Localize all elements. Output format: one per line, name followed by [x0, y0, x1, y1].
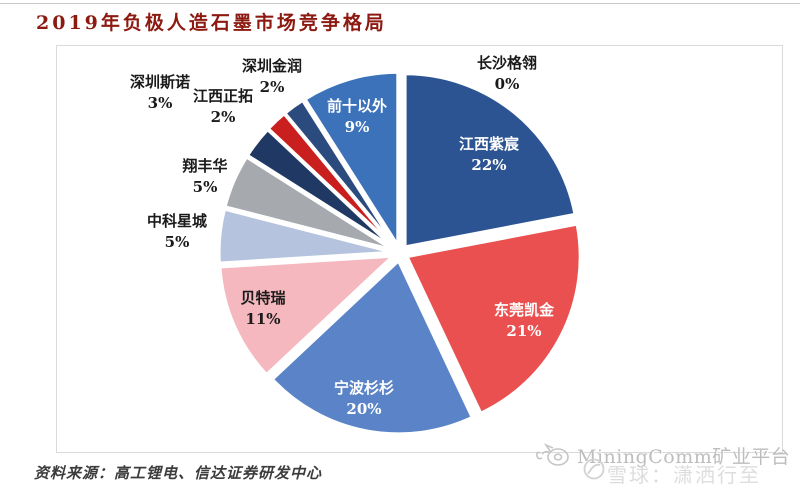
pie-label-name: 江西紫宸: [458, 135, 520, 153]
pie-label-dongguan-kaijin: 东莞凯金 21%: [494, 300, 554, 342]
pie-label-percent: 22%: [471, 156, 507, 174]
pie-slice-zhongke-xingcheng: [217, 207, 394, 265]
pie-label-changsha-geling: 长沙格翎 0%: [477, 53, 537, 95]
pie-label-shenzhen-jinrun: 深圳金润 2%: [242, 56, 302, 98]
pie-label-name: 中科星城: [146, 212, 208, 230]
pie-label-name: 东莞凯金: [493, 301, 555, 319]
pie-label-jiangxi-zhengtuo: 江西正拓 2%: [193, 86, 253, 128]
pie-label-name: 贝特瑞: [240, 289, 286, 307]
pie-label-percent: 20%: [346, 400, 382, 418]
pie-label-beiterui: 贝特瑞 11%: [240, 288, 285, 330]
pie-slice-ningbo-shanshan: [270, 259, 474, 436]
pie-label-percent: 2%: [210, 108, 236, 126]
pie-label-name: 前十以外: [326, 97, 388, 115]
watermark-brand: MiningComm矿业平台: [577, 446, 791, 468]
pie-label-shenzhen-sinuo: 深圳斯诺 3%: [130, 72, 190, 114]
chart-title: 2019年负极人造石墨市场竞争格局: [36, 12, 387, 34]
watermark-sub: 雪球：潇洒行至: [607, 463, 761, 487]
pie-label-percent: 9%: [344, 118, 370, 136]
pie-label-percent: 3%: [147, 94, 173, 112]
pie-label-zhongke-xingcheng: 中科星城 5%: [147, 211, 207, 253]
pie-slice-dongguan-kaijin: [405, 222, 582, 415]
pie-label-name: 翔丰华: [182, 157, 228, 175]
source-note: 资料来源：高工锂电、信达证券研发中心: [34, 464, 323, 482]
pie-label-name: 深圳斯诺: [129, 73, 191, 91]
pie-label-name: 深圳金润: [241, 57, 303, 75]
pie-slice-shenzhen-jinrun: [283, 99, 397, 248]
pie-label-name: 江西正拓: [192, 87, 254, 105]
pie-label-ningbo-shanshan: 宁波杉杉 20%: [334, 378, 394, 420]
pie-slice-xiangfenghua: [223, 155, 395, 252]
pie-label-percent: 21%: [506, 322, 542, 340]
pie-label-qianshi-yiwai: 前十以外 9%: [327, 96, 387, 138]
pie-slice-qianshi-yiwai: [303, 70, 400, 247]
xueqiu-logo-icon: [583, 458, 605, 480]
pie-label-percent: 11%: [245, 310, 281, 328]
pie-label-percent: 2%: [259, 78, 285, 96]
pie-label-name: 宁波杉杉: [333, 379, 395, 397]
pie-label-xiangfenghua: 翔丰华 5%: [182, 156, 227, 198]
pie-label-percent: 5%: [192, 178, 218, 196]
pie-label-percent: 5%: [164, 233, 190, 251]
top-divider-line: [0, 3, 800, 4]
pie-label-name: 长沙格翎: [476, 54, 538, 72]
pie-label-percent: 0%: [494, 75, 520, 93]
pie-slice-jiangxi-zichen: [403, 72, 577, 249]
pie-slice-beiterui: [218, 254, 395, 377]
pie-label-jiangxi-zichen: 江西紫宸 22%: [459, 134, 519, 176]
pig-mascot-icon: [536, 443, 569, 466]
